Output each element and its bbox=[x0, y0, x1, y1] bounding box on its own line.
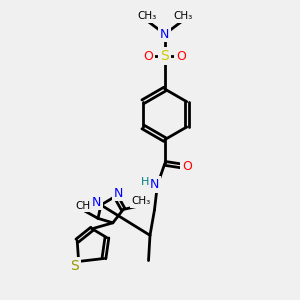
Text: CH₃: CH₃ bbox=[75, 201, 94, 211]
Text: CH₃: CH₃ bbox=[131, 196, 151, 206]
Text: N: N bbox=[92, 196, 101, 208]
Text: O: O bbox=[176, 50, 186, 63]
Text: N: N bbox=[114, 187, 124, 200]
Text: H: H bbox=[141, 177, 149, 187]
Text: S: S bbox=[160, 50, 169, 63]
Text: O: O bbox=[182, 160, 192, 173]
Text: CH₃: CH₃ bbox=[137, 11, 157, 21]
Text: N: N bbox=[160, 28, 170, 40]
Text: N: N bbox=[150, 178, 159, 191]
Text: S: S bbox=[70, 259, 79, 273]
Text: CH₃: CH₃ bbox=[173, 11, 192, 21]
Text: O: O bbox=[144, 50, 154, 63]
